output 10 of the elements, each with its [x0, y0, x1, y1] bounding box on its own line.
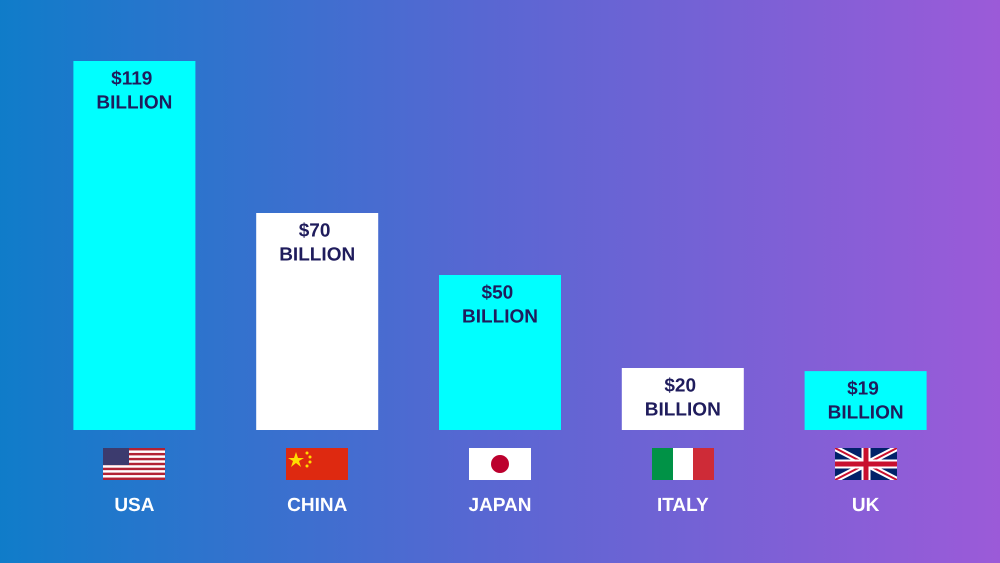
x-tick-label: UK: [852, 495, 880, 516]
data-label: $20 BILLION: [644, 375, 721, 420]
x-tick-label: USA: [114, 495, 155, 516]
data-label: $119 BILLION: [96, 68, 172, 114]
x-tick-label: ITALY: [656, 495, 709, 516]
data-label: $70 BILLION: [279, 220, 356, 266]
data-label: $19 BILLION: [828, 378, 904, 424]
x-tick-label: JAPAN: [468, 495, 532, 516]
x-tick-label: CHINA: [287, 495, 348, 516]
data-label: $50 BILLION: [462, 282, 538, 328]
